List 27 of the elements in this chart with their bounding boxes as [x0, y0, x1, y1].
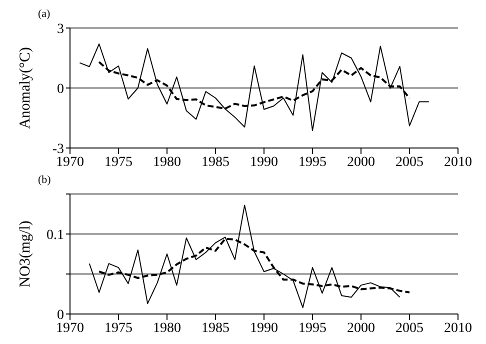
x-tick-label: 2005	[396, 320, 424, 336]
y-tick-label: 0	[57, 308, 64, 323]
x-tick-label: 1970	[56, 320, 84, 336]
y-axis-title: NO3(mg/l)	[17, 220, 34, 288]
chart-title: (b)	[38, 174, 51, 186]
x-tick-label: 1985	[202, 320, 230, 336]
y-tick-label: 3	[57, 22, 64, 37]
y-tick-label: -3	[52, 142, 64, 157]
x-tick-label: 1990	[250, 154, 278, 170]
x-tick-label: 2005	[396, 154, 424, 170]
x-tick-label: 1970	[56, 154, 84, 170]
y-tick-label: 0.1	[46, 228, 64, 243]
x-tick-label: 1995	[298, 154, 326, 170]
x-tick-label: 1975	[104, 320, 132, 336]
x-tick-label: 1980	[153, 320, 181, 336]
x-tick-label: 2010	[444, 320, 472, 336]
x-tick-label: 2010	[444, 154, 472, 170]
y-axis-title: Anomaly(°C)	[17, 47, 34, 129]
x-tick-label: 1975	[104, 154, 132, 170]
x-tick-label: 2000	[347, 320, 375, 336]
x-tick-label: 2000	[347, 154, 375, 170]
y-tick-label: 0	[57, 82, 64, 97]
x-tick-label: 1995	[298, 320, 326, 336]
x-tick-label: 1990	[250, 320, 278, 336]
chart-title: (a)	[38, 8, 50, 20]
x-tick-label: 1980	[153, 154, 181, 170]
x-tick-label: 1985	[202, 154, 230, 170]
